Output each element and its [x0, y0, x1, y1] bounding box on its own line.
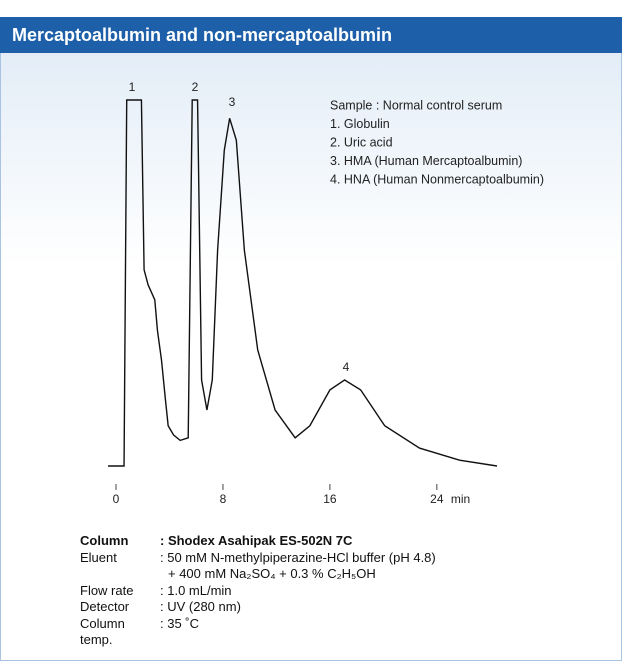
condition-value: : 50 mM N-methylpiperazine-HCl buffer (p…: [160, 549, 436, 565]
peak-label: 3: [229, 95, 236, 109]
condition-row: Column temp. : 35 ˚C: [80, 616, 436, 649]
condition-value: : 1.0 mL/min: [160, 582, 232, 598]
legend-line: 4. HNA (Human Nonmercaptoalbumin): [330, 172, 544, 186]
x-tick-label: 0: [113, 492, 120, 506]
peak-label: 4: [343, 360, 350, 374]
peak-label: 1: [129, 80, 136, 94]
condition-label: [80, 566, 160, 583]
x-axis-label: min: [451, 492, 470, 506]
trace: [108, 99, 498, 467]
condition-row: + 400 mM Na₂SO₄ + 0.3 % C₂H₅OH: [80, 566, 436, 583]
condition-row: Column : Shodex Asahipak ES-502N 7C: [80, 533, 436, 550]
condition-value: + 400 mM Na₂SO₄ + 0.3 % C₂H₅OH: [168, 566, 376, 581]
panel: [0, 51, 622, 661]
conditions: Column : Shodex Asahipak ES-502N 7C Eluent…: [80, 533, 436, 649]
x-tick-label: 16: [323, 492, 337, 506]
condition-label: Column: [80, 533, 129, 548]
peak-label: 2: [192, 80, 199, 94]
legend-line: Sample : Normal control serum: [330, 98, 502, 112]
header-title: Mercaptoalbumin and non-mercaptoalbumin: [12, 25, 392, 45]
legend-line: 1. Globulin: [330, 117, 390, 131]
legend-line: 2. Uric acid: [330, 135, 393, 149]
legend-line: 3. HMA (Human Mercaptoalbumin): [330, 154, 522, 168]
condition-row: Eluent : 50 mM N-methylpiperazine-HCl buf…: [80, 550, 436, 567]
x-tick-label: 8: [220, 492, 227, 506]
condition-label: Flow rate: [80, 582, 134, 598]
condition-label: Column temp.: [80, 615, 125, 648]
x-tick-label: 24: [430, 492, 444, 506]
condition-value: : UV (280 nm): [160, 599, 241, 614]
condition-row: Detector : UV (280 nm): [80, 599, 436, 616]
condition-value: : Shodex Asahipak ES-502N 7C: [160, 533, 353, 548]
condition-value: : 35 ˚C: [160, 615, 200, 631]
condition-label: Eluent: [80, 549, 117, 565]
condition-row: Flow rate : 1.0 mL/min: [80, 583, 436, 600]
header-bar: [0, 17, 622, 53]
condition-label: Detector: [80, 599, 130, 614]
